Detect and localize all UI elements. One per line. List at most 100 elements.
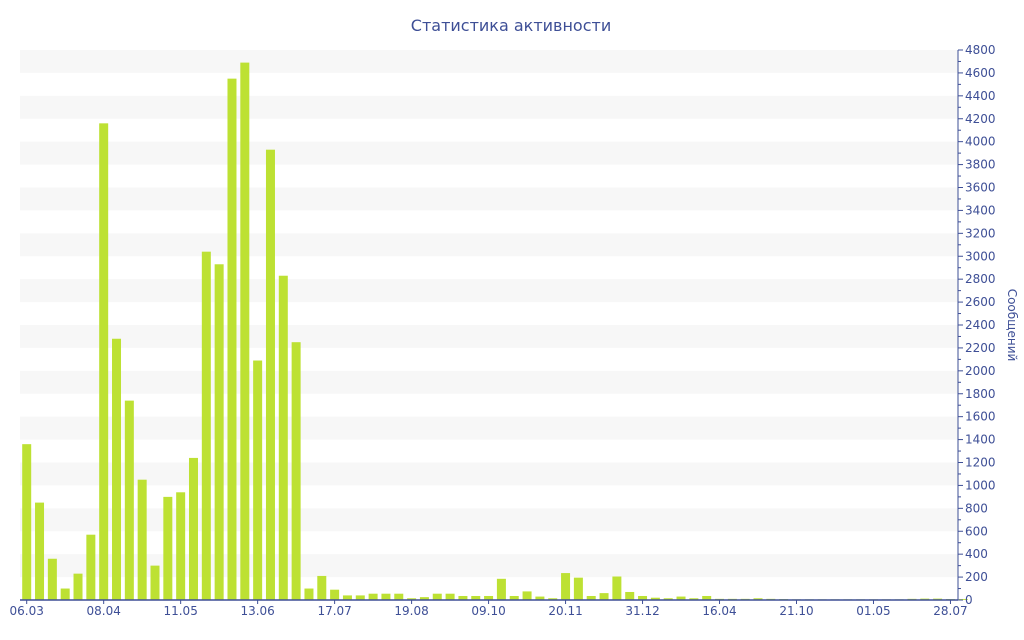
x-tick-label: 13.06	[240, 604, 274, 618]
bar	[561, 573, 571, 600]
y-tick-label: 4000	[965, 135, 996, 149]
bar	[573, 577, 583, 600]
bar	[355, 595, 365, 600]
chart-title: Статистика активности	[411, 16, 611, 35]
grid-band	[20, 95, 958, 119]
grid-band	[20, 325, 958, 348]
y-tick-label: 1400	[965, 433, 996, 447]
bar	[484, 595, 494, 600]
y-tick-label: 1800	[965, 387, 996, 401]
bar	[176, 492, 186, 600]
x-tick-label: 19.08	[394, 604, 428, 618]
y-tick-label: 2000	[965, 364, 996, 378]
x-tick-label: 31.12	[625, 604, 659, 618]
x-tick-label: 20.11	[548, 604, 582, 618]
bar	[201, 251, 211, 600]
bar	[291, 342, 301, 600]
bar	[304, 588, 314, 600]
y-tick-label: 600	[965, 524, 988, 538]
y-tick-label: 400	[965, 547, 988, 561]
bar	[509, 595, 519, 600]
x-tick-label: 28.07	[933, 604, 967, 618]
grid-band	[20, 508, 958, 532]
bar	[548, 598, 558, 600]
grid-band	[20, 279, 958, 303]
grid-band	[20, 50, 958, 73]
bar	[240, 62, 250, 600]
bar	[278, 275, 288, 600]
bar	[265, 149, 275, 600]
x-tick-label: 16.04	[702, 604, 736, 618]
grid-band	[20, 462, 958, 486]
x-tick-label: 11.05	[163, 604, 197, 618]
bar	[407, 598, 417, 600]
grid-band	[20, 233, 958, 257]
y-tick-label: 2600	[965, 295, 996, 309]
bar	[753, 598, 763, 600]
bar	[35, 502, 45, 600]
bar	[650, 597, 660, 600]
bar	[163, 496, 173, 600]
bar	[86, 534, 96, 600]
bar	[47, 558, 57, 600]
bar	[612, 576, 622, 600]
y-tick-label: 2400	[965, 318, 996, 332]
x-tick-label: 06.03	[10, 604, 44, 618]
x-axis: 06.03 08.04 11.05 13.06 17.07 19.08 09.10 20.11…	[10, 599, 968, 618]
bar	[137, 479, 147, 600]
y-tick-label: 2200	[965, 341, 996, 355]
bar	[150, 565, 160, 600]
bar	[317, 575, 327, 600]
y-tick-label: 1000	[965, 478, 996, 492]
bar	[188, 457, 198, 600]
x-tick-label: 09.10	[471, 604, 505, 618]
y-tick-label: 800	[965, 501, 988, 515]
grid-band	[20, 554, 958, 578]
bar	[663, 598, 673, 600]
bar	[445, 593, 455, 600]
x-tick-label: 21.10	[779, 604, 813, 618]
bar	[625, 591, 635, 600]
bar	[368, 593, 378, 600]
y-tick-label: 1600	[965, 410, 996, 424]
grid-bands	[20, 50, 958, 578]
bar	[99, 123, 109, 600]
bar	[394, 593, 404, 600]
bar	[342, 595, 352, 600]
bar	[496, 578, 506, 600]
bar	[599, 593, 609, 600]
bars	[22, 62, 968, 601]
bar	[381, 593, 391, 600]
bar	[432, 593, 442, 600]
y-tick-label: 4200	[965, 112, 996, 126]
y-tick-label: 1200	[965, 456, 996, 470]
bar	[22, 444, 32, 600]
bar	[586, 595, 596, 600]
y-tick-label: 3800	[965, 158, 996, 172]
bar	[471, 595, 481, 600]
bar	[60, 588, 70, 600]
bar	[676, 596, 686, 600]
bar	[73, 573, 83, 600]
bar	[535, 596, 545, 600]
x-tick-label: 17.07	[317, 604, 351, 618]
y-tick-label: 3400	[965, 203, 996, 217]
bar	[522, 591, 532, 600]
y-tick-label: 3600	[965, 181, 996, 195]
y-tick-label: 4600	[965, 66, 996, 80]
y-tick-label: 2800	[965, 272, 996, 286]
y-tick-label: 4800	[965, 43, 996, 57]
bar	[419, 597, 429, 600]
bar	[227, 78, 237, 601]
y-tick-label: 4400	[965, 89, 996, 103]
grid-band	[20, 141, 958, 165]
bar	[253, 360, 263, 600]
y-tick-label: 3200	[965, 226, 996, 240]
x-tick-label: 08.04	[87, 604, 121, 618]
y-tick-label: 0	[965, 593, 973, 607]
bar	[330, 589, 340, 600]
bar	[689, 598, 699, 600]
grid-band	[20, 187, 958, 211]
y-tick-label: 200	[965, 570, 988, 584]
